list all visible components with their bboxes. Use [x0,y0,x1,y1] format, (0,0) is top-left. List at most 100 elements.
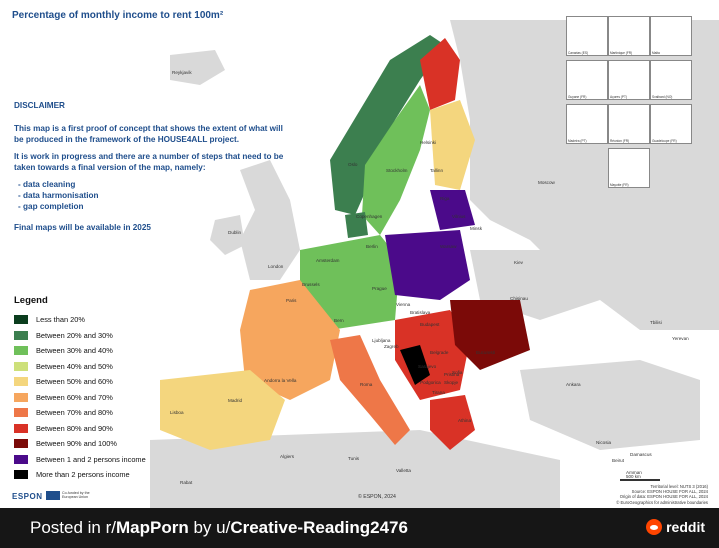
city-label: Tunis [348,456,360,461]
legend-swatch [14,408,28,418]
inset-map: Canarias (ES) [566,16,608,56]
city-label: Tbilisi [650,320,662,325]
disclaimer-steps: data cleaning data harmonisation gap com… [18,179,294,212]
city-label: Bucuresti [476,350,496,355]
city-label: Moscow [538,180,555,185]
city-label: Kiev [514,260,523,265]
legend-swatch [14,377,28,387]
city-label: Riga [440,196,450,201]
disclaimer-final: Final maps will be available in 2025 [14,223,151,232]
city-label: Chisinau [510,296,528,301]
region-iberia [160,370,285,450]
city-label: Reykjavik [172,70,192,75]
legend-title: Legend [14,295,48,306]
map-title: Percentage of monthly income to rent 100… [12,10,224,21]
legend-swatch [14,392,28,402]
region-greece [430,395,475,450]
city-label: Oslo [348,162,358,167]
city-label: Andorra la Vella [264,378,297,383]
disclaimer-paragraph-2: It is work in progress and there are a n… [14,152,284,172]
legend-item: More than 2 persons income [14,467,146,483]
city-label: Tirana [432,390,445,395]
legend-label: Between 70% and 80% [36,408,113,418]
inset-label: Svalbard (NO) [652,95,673,99]
region-norway [330,35,445,215]
city-label: Valletta [396,468,411,473]
inset-label: Guyane (FR) [568,95,587,99]
legend-swatch [14,330,28,340]
region-france [240,280,340,400]
inset-map: Réunion (FR) [608,104,650,144]
city-label: Yerevan [672,336,689,341]
disclaimer-step: data cleaning [18,179,294,190]
inset-label: Canarias (ES) [568,51,589,55]
source-line: © EuroGeographics for administrative bou… [616,499,708,505]
legend-item: Between 80% and 90% [14,421,146,437]
legend-label: Between 60% and 70% [36,392,113,402]
legend-swatch [14,470,28,480]
region-italy [330,335,410,445]
legend-item: Between 20% and 30% [14,328,146,344]
post-prefix: Posted in r/ [30,518,116,537]
reddit-wordmark: reddit [666,519,705,535]
copyright: © ESPON, 2024 [358,494,396,500]
city-label: Amman [626,470,642,475]
scale-bar [620,479,660,481]
legend-label: Between 50% and 60% [36,377,113,387]
city-label: Rabat [180,480,193,485]
reddit-icon [646,519,663,535]
region-denmark [345,212,368,238]
city-label: Skopje [444,380,459,385]
region-sweden [362,85,430,235]
inset-map: Mayotte (FR) [608,148,650,188]
city-label: Bern [334,318,344,323]
city-label: Prague [372,286,387,291]
reddit-logo: reddit [646,519,705,535]
city-label: Brussels [302,282,320,287]
legend-label: Between 90% and 100% [36,439,117,449]
source-line: Origin of data: ESPON HOUSE FOR ALL, 202… [619,494,708,500]
land-greenland-iceland [170,50,225,85]
disclaimer: DISCLAIMER This map is a first proof of … [14,100,294,233]
legend-item: Between 30% and 40% [14,343,146,359]
inset-map: Guyane (FR) [566,60,608,100]
legend-swatch [14,423,28,433]
legend-rows: Less than 20% Between 20% and 30% Between … [14,312,146,483]
user-link[interactable]: Creative-Reading2476 [230,518,408,537]
city-label: Vienna [396,302,411,307]
source-line: Territorial level: NUTS 3 (2016) [650,484,708,489]
city-label: Copenhagen [356,214,383,219]
inset-map: Açores (PT) [608,60,650,100]
legend-label: Between 40% and 50% [36,361,113,371]
region-finland [420,38,460,110]
city-label: Amsterdam [316,258,340,263]
city-label: Podgorica [420,380,441,385]
reddit-footer: Posted in r/MapPorn by u/Creative-Readin… [0,508,719,548]
legend-swatch [14,439,28,449]
legend-label: Between 1 and 2 persons income [36,454,146,464]
post-by: by u/ [188,518,231,537]
legend-item: Less than 20% [14,312,146,328]
legend-label: More than 2 persons income [36,470,130,480]
inset-label: Guadeloupe (FR) [652,139,677,143]
legend-label: Between 80% and 90% [36,423,113,433]
city-label: Warsaw [440,244,457,249]
city-label: Budapest [420,322,440,327]
inset-label: Mayotte (FR) [610,183,629,187]
region-finland-south [430,100,475,190]
inset-label: Réunion (FR) [610,139,630,143]
disclaimer-step: gap completion [18,201,294,212]
city-label: Pristina [444,372,460,377]
city-label: Beirut [612,458,625,463]
inset-label: Madeira (PT) [568,139,587,143]
legend-item: Between 60% and 70% [14,390,146,406]
city-label: Sarajevo [418,364,437,369]
city-label: Dublin [228,230,242,235]
legend-item: Between 70% and 80% [14,405,146,421]
city-label: Roma [360,382,373,387]
city-label: Paris [286,298,297,303]
legend-swatch [14,315,28,325]
subreddit-link[interactable]: MapPorn [116,518,189,537]
inset-map: Martinique (FR) [608,16,650,56]
region-romania [450,300,530,370]
